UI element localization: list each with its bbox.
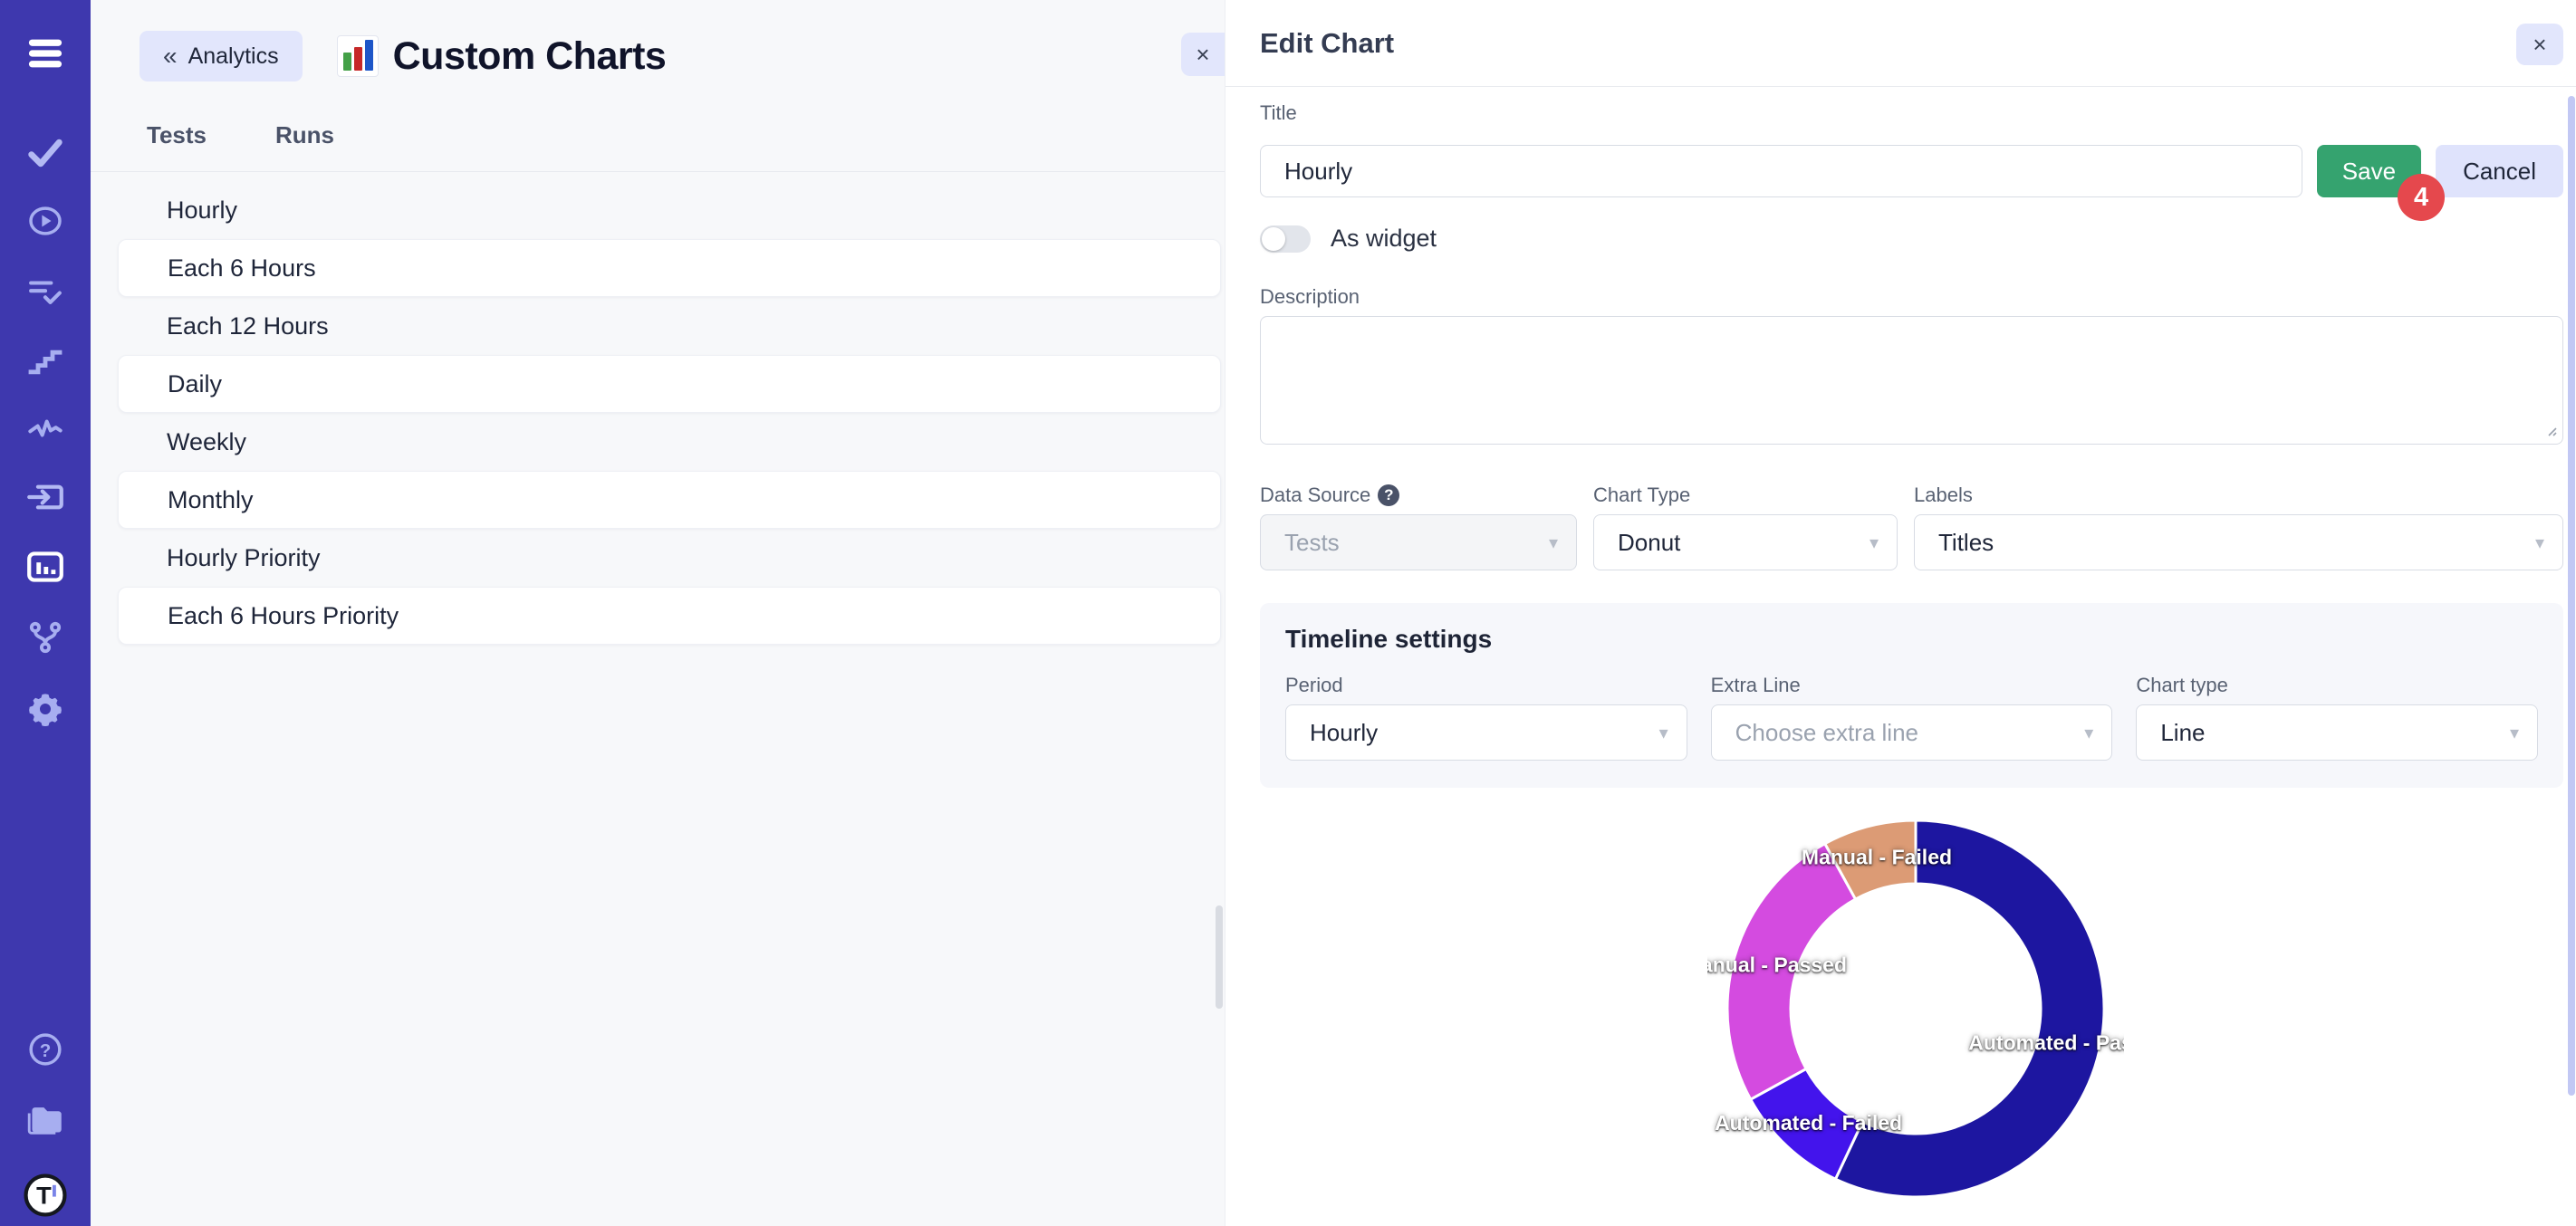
close-icon: × — [1196, 40, 1210, 68]
list-item-monthly[interactable]: Monthly — [118, 471, 1221, 529]
page-title-text: Custom Charts — [392, 34, 667, 78]
tab-runs[interactable]: Runs — [275, 121, 334, 148]
period-field: Period Hourly ▾ — [1285, 674, 1687, 761]
gear-icon[interactable] — [27, 692, 63, 726]
labels-field: Labels Titles ▾ — [1914, 484, 2563, 570]
description-textarea[interactable] — [1260, 316, 2563, 445]
left-panel-header: « Analytics Custom Charts — [91, 0, 1225, 81]
pulse-icon[interactable] — [27, 415, 63, 442]
donut-segment-label: Automated - Failed — [1715, 1111, 1902, 1135]
list-item-hourly[interactable]: Hourly — [167, 196, 238, 224]
list-item-weekly[interactable]: Weekly — [167, 427, 247, 455]
donut-segment[interactable] — [1725, 842, 1858, 1101]
cancel-button[interactable]: Cancel — [2436, 145, 2563, 197]
title-input[interactable] — [1260, 145, 2302, 197]
unsaved-changes-badge: 4 — [2398, 174, 2446, 221]
data-source-select: Tests ▾ — [1260, 514, 1577, 570]
description-label: Description — [1260, 285, 1360, 308]
svg-text:?: ? — [40, 1040, 52, 1061]
data-source-field: Data Source ? Tests ▾ — [1260, 484, 1577, 570]
data-source-label: Data Source — [1260, 484, 1371, 506]
list-item-each-6-hours[interactable]: Each 6 Hours — [118, 239, 1221, 297]
chevron-down-icon: ▾ — [1869, 532, 1879, 553]
list-item-daily[interactable]: Daily — [118, 355, 1221, 413]
close-edit-panel-button[interactable]: × — [2516, 24, 2563, 65]
donut-segment[interactable] — [1823, 819, 1918, 901]
timeline-settings-card: Timeline settings Period Hourly ▾ Extra … — [1260, 603, 2563, 788]
donut-chart-area: Automated - Passed Automated - Failed Manu… — [1260, 797, 2563, 1226]
back-label: Analytics — [187, 43, 279, 69]
sidebar: ? T — [0, 0, 91, 1226]
help-circle-icon[interactable]: ? — [28, 1032, 62, 1067]
chart-type-label: Chart Type — [1593, 484, 1691, 506]
extra-line-field: Extra Line Choose extra line ▾ — [1710, 674, 2113, 761]
chevron-down-icon: ▾ — [1548, 532, 1558, 553]
donut-chart: Automated - Passed Automated - Failed Manu… — [1707, 819, 2124, 1199]
app-logo[interactable]: T — [24, 1173, 67, 1217]
chart-list: Hourly Each 6 Hours Each 12 Hours Daily … — [91, 172, 1225, 645]
list-item-each-12-hours[interactable]: Each 12 Hours — [167, 311, 329, 340]
tabs-divider — [91, 171, 1225, 172]
extra-line-label: Extra Line — [1710, 674, 1801, 696]
list-item-hourly-priority[interactable]: Hourly Priority — [167, 543, 321, 571]
timeline-settings-title: Timeline settings — [1285, 625, 1493, 653]
edit-chart-title: Edit Chart — [1260, 26, 1395, 59]
chevron-down-icon: ▾ — [2509, 723, 2519, 743]
donut-segment-label: Manual - Failed — [1802, 845, 1952, 868]
edit-panel-scrollbar[interactable] — [2568, 96, 2575, 1096]
donut-segment-label: Automated - Passed — [1968, 1031, 2124, 1055]
steps-icon[interactable] — [27, 346, 63, 375]
edit-chart-panel: Edit Chart × Title Save 4 Cancel As widg… — [1225, 0, 2576, 1226]
title-field-label: Title — [1260, 101, 1297, 124]
edit-chart-header: Edit Chart — [1226, 0, 2576, 87]
svg-text:T: T — [36, 1182, 52, 1210]
chart-list-panel: « Analytics Custom Charts Tests Runs Hou… — [91, 0, 1225, 1226]
donut-segment[interactable] — [1833, 819, 2106, 1199]
toggle-knob — [1262, 226, 1285, 251]
left-panel-scrollbar[interactable] — [1216, 905, 1223, 1009]
extra-line-select[interactable]: Choose extra line ▾ — [1710, 704, 2113, 761]
collapse-panel-button[interactable]: × — [1181, 33, 1225, 76]
timeline-chart-type-select[interactable]: Line ▾ — [2136, 704, 2538, 761]
chevron-down-icon: ▾ — [2534, 532, 2544, 553]
branch-icon[interactable] — [28, 621, 62, 654]
help-icon[interactable]: ? — [1378, 484, 1400, 506]
period-label: Period — [1285, 674, 1343, 696]
bar-chart-emoji-icon — [336, 35, 379, 77]
as-widget-label: As widget — [1331, 225, 1437, 252]
save-button[interactable]: Save 4 — [2316, 145, 2446, 221]
page-title: Custom Charts — [336, 34, 667, 79]
import-box-icon[interactable] — [26, 482, 64, 512]
check-icon[interactable] — [26, 138, 64, 168]
play-circle-icon[interactable] — [28, 206, 62, 235]
list-check-icon[interactable] — [28, 277, 62, 306]
back-chevron-icon: « — [163, 42, 178, 70]
back-to-analytics-button[interactable]: « Analytics — [139, 31, 303, 81]
folder-icon[interactable] — [26, 1103, 64, 1135]
period-select[interactable]: Hourly ▾ — [1285, 704, 1687, 761]
tabs: Tests Runs — [91, 121, 1225, 171]
chevron-down-icon: ▾ — [1658, 723, 1668, 743]
bar-chart-icon[interactable] — [26, 551, 64, 583]
resize-grip-icon[interactable] — [2543, 423, 2558, 442]
chevron-down-icon: ▾ — [2084, 723, 2094, 743]
menu-icon[interactable] — [25, 36, 65, 71]
list-item-each-6-hours-priority[interactable]: Each 6 Hours Priority — [118, 587, 1221, 645]
chart-type-select[interactable]: Donut ▾ — [1593, 514, 1898, 570]
tab-tests[interactable]: Tests — [147, 121, 207, 148]
labels-select[interactable]: Titles ▾ — [1914, 514, 2563, 570]
chart-type-field: Chart Type Donut ▾ — [1593, 484, 1898, 570]
timeline-chart-type-field: Chart type Line ▾ — [2136, 674, 2538, 761]
as-widget-toggle[interactable] — [1260, 225, 1311, 253]
labels-label: Labels — [1914, 484, 1973, 506]
donut-segment-label: Manual - Passed — [1707, 953, 1847, 977]
timeline-chart-type-label: Chart type — [2136, 674, 2228, 696]
close-icon: × — [2533, 30, 2547, 58]
